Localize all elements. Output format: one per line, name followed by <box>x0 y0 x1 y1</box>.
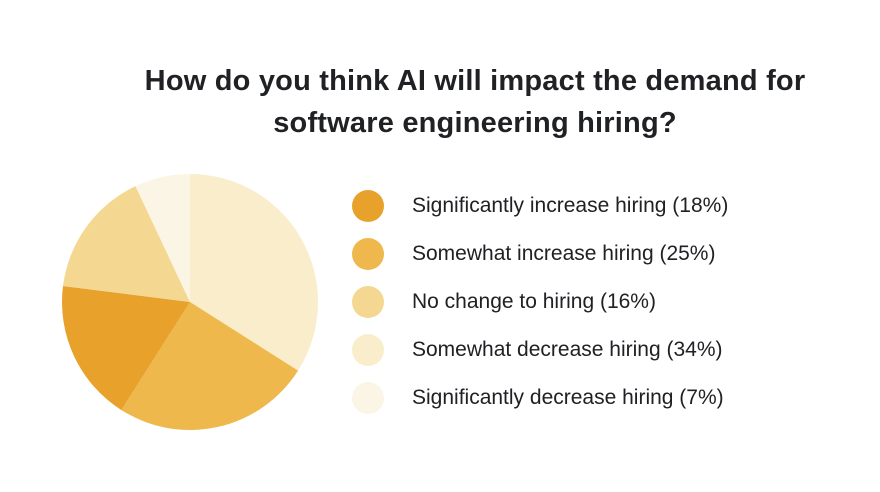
pie-chart <box>62 174 318 430</box>
legend-item: Somewhat increase hiring (25%) <box>352 238 728 270</box>
legend-swatch-icon <box>352 334 384 366</box>
legend-label: Significantly increase hiring (18%) <box>412 194 729 217</box>
pie-slice <box>135 174 190 302</box>
legend-swatch-icon <box>352 382 384 414</box>
chart-title-line1: How do you think AI will impact the dema… <box>144 65 806 97</box>
legend-swatch-icon <box>352 286 384 318</box>
legend-item: Significantly decrease hiring (7%) <box>352 382 728 414</box>
legend-swatch-icon <box>352 238 384 270</box>
pie-slice <box>63 186 191 302</box>
chart-title-line2: software engineering hiring? <box>273 107 677 139</box>
legend-label: Significantly decrease hiring (7%) <box>412 386 724 409</box>
legend-item: Significantly increase hiring (18%) <box>352 190 728 222</box>
legend-label: Somewhat decrease hiring (34%) <box>412 338 723 361</box>
legend-item: Somewhat decrease hiring (34%) <box>352 334 728 366</box>
legend-label: Somewhat increase hiring (25%) <box>412 242 716 265</box>
pie-slice <box>190 174 318 371</box>
legend-item: No change to hiring (16%) <box>352 286 728 318</box>
chart-title: How do you think AI will impact the dema… <box>130 60 820 144</box>
legend-swatch-icon <box>352 190 384 222</box>
pie-slice <box>62 285 190 411</box>
legend: Significantly increase hiring (18%) Somew… <box>352 190 728 414</box>
pie-slice <box>121 302 299 430</box>
legend-label: No change to hiring (16%) <box>412 290 656 313</box>
